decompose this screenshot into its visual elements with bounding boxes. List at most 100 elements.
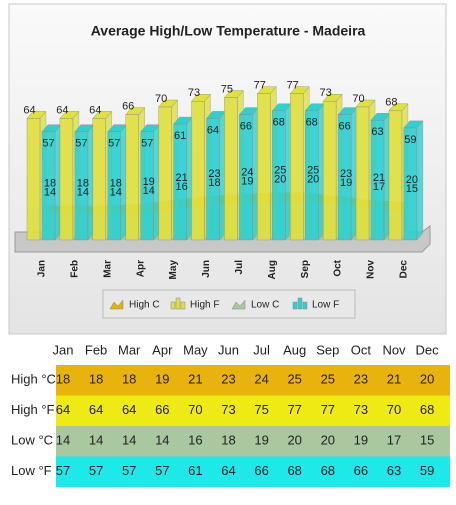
table-cell: 77 <box>321 402 335 417</box>
data-label: 64 <box>56 104 68 116</box>
data-label: 64 <box>89 104 101 116</box>
data-label: 18 <box>77 178 89 190</box>
data-label: 64 <box>207 124 219 136</box>
table-header: May <box>183 342 208 357</box>
legend-icon <box>180 301 186 310</box>
table-row-bg <box>56 456 450 487</box>
table-cell: 14 <box>56 432 70 447</box>
table-cell: 20 <box>287 432 301 447</box>
table-cell: 57 <box>56 463 70 478</box>
row-label: High °C <box>11 371 56 386</box>
legend-label: High F <box>190 300 219 311</box>
row-label: Low °F <box>11 463 52 478</box>
table-cell: 15 <box>420 432 434 447</box>
legend-icon <box>109 299 124 310</box>
table-cell: 59 <box>420 463 434 478</box>
x-tick-label: Jun <box>201 260 212 278</box>
data-label: 25 <box>274 164 286 176</box>
x-tick-label: Jan <box>37 260 48 277</box>
row-label: High °F <box>11 402 55 417</box>
data-label: 25 <box>307 164 319 176</box>
legend-label: Low F <box>312 300 339 311</box>
bar <box>355 106 370 241</box>
table-row-bg <box>56 426 450 457</box>
table-cell: 21 <box>387 371 401 386</box>
data-label: 20 <box>406 174 418 186</box>
data-label: 57 <box>42 138 54 150</box>
table-header: Mar <box>118 342 141 357</box>
table-cell: 20 <box>321 432 335 447</box>
table-cell: 14 <box>89 432 103 447</box>
table-cell: 19 <box>254 432 268 447</box>
data-label: 14 <box>110 187 122 199</box>
table-cell: 75 <box>254 402 268 417</box>
data-label: 57 <box>75 138 87 150</box>
x-tick-label: Dec <box>399 260 410 279</box>
data-label: 68 <box>385 97 397 109</box>
data-label: 73 <box>188 87 200 99</box>
bar <box>257 93 271 241</box>
data-label: 77 <box>254 80 266 92</box>
bar <box>305 110 319 241</box>
data-label: 75 <box>221 83 233 95</box>
table-cell: 16 <box>188 432 202 447</box>
data-label: 66 <box>338 121 350 133</box>
data-label: 57 <box>108 138 120 150</box>
data-label: 21 <box>373 172 385 184</box>
table-header: Aug <box>283 342 306 357</box>
table-cell: 17 <box>387 432 401 447</box>
x-tick-label: Apr <box>135 260 146 277</box>
table-header: Feb <box>85 342 107 357</box>
bar <box>125 114 139 241</box>
data-label: 17 <box>373 181 385 193</box>
table-cell: 57 <box>89 463 103 478</box>
data-label: 61 <box>174 130 186 142</box>
bar <box>337 114 352 241</box>
table-cell: 57 <box>122 463 136 478</box>
bar <box>59 118 74 241</box>
table-cell: 25 <box>321 371 335 386</box>
x-tick-label: Mar <box>102 260 113 278</box>
data-label: 68 <box>273 117 285 129</box>
data-label: 14 <box>143 185 155 197</box>
x-tick-label: Oct <box>333 259 344 276</box>
legend-icon <box>170 301 176 310</box>
table-header: Sep <box>316 342 339 357</box>
bar <box>41 131 56 241</box>
legend-label: High C <box>129 300 160 311</box>
data-label: 68 <box>306 117 318 129</box>
table-cell: 66 <box>354 463 368 478</box>
table-cell: 14 <box>155 432 169 447</box>
table-cell: 64 <box>89 402 103 417</box>
x-tick-label: Nov <box>366 260 377 279</box>
data-label: 64 <box>23 104 35 116</box>
bar <box>403 127 418 241</box>
table-cell: 18 <box>56 371 70 386</box>
legend-icon <box>292 301 298 310</box>
data-label: 77 <box>287 80 299 92</box>
table-cell: 61 <box>188 463 202 478</box>
data-label: 63 <box>371 126 383 138</box>
table-cell: 21 <box>188 371 202 386</box>
data-label: 70 <box>352 93 364 105</box>
table-cell: 19 <box>354 432 368 447</box>
legend-icon <box>231 299 246 310</box>
table-cell: 70 <box>188 402 202 417</box>
row-label: Low °C <box>11 432 53 447</box>
data-label: 18 <box>110 178 122 190</box>
legend-box <box>102 289 356 319</box>
bar <box>206 118 220 241</box>
table-cell: 64 <box>122 402 136 417</box>
data-label: 66 <box>122 101 134 113</box>
table-cell: 14 <box>122 432 136 447</box>
bar <box>140 131 154 241</box>
data-label: 19 <box>143 176 155 188</box>
table-cell: 23 <box>354 371 368 386</box>
legend-icon <box>175 297 181 310</box>
data-label: 23 <box>340 168 352 180</box>
data-label: 70 <box>155 93 167 105</box>
data-label: 19 <box>241 175 253 187</box>
table-cell: 18 <box>89 371 103 386</box>
bar <box>272 110 286 241</box>
